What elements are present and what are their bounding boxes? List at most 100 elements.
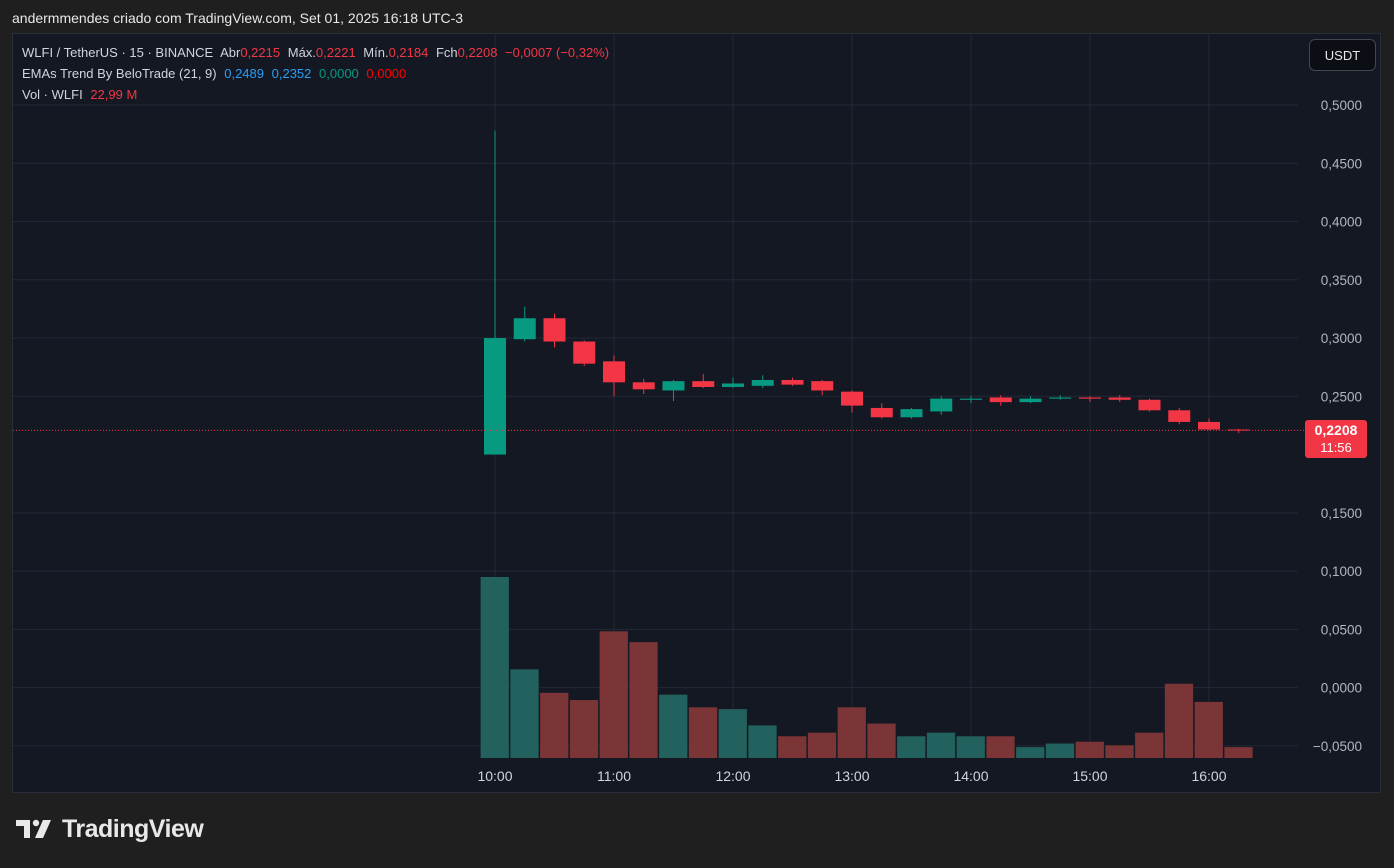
x-tick-label: 12:00 [715,768,750,784]
x-tick-label: 13:00 [834,768,869,784]
candle-body [632,382,655,390]
y-tick-label: 0,3000 [1321,331,1362,346]
candle-body [484,338,506,455]
volume-bar [1016,747,1045,758]
chart-caption: andermmendes criado com TradingView.com,… [12,10,464,26]
volume-bar [807,732,837,758]
ema-indicator-name[interactable]: EMAs Trend By BeloTrade (21, 9) [22,66,217,81]
tradingview-logo-text: TradingView [62,814,204,843]
y-tick-label: 0,1500 [1321,506,1362,521]
volume-bar [540,692,569,758]
symbol-label[interactable]: WLFI / TetherUS · 15 · BINANCE [22,45,214,60]
candle-body [841,391,863,406]
last-price-value: 0,2208 [1314,422,1358,439]
volume-bar [1105,745,1134,758]
volume-bar [629,642,658,758]
open-value: 0,2215 [240,45,281,60]
candle-body [603,361,625,383]
volume-bar [1194,701,1223,758]
candle-body [811,381,834,391]
volume-bar [956,736,985,758]
x-tick-label: 10:00 [477,768,512,784]
volume-bar [718,709,747,758]
candle-body [692,381,715,387]
ema-value-4: 0,0000 [366,66,407,81]
volume-indicator-name[interactable]: Vol · WLFI [22,87,83,102]
candle-body [1019,398,1042,403]
high-value: 0,2221 [315,45,356,60]
volume-bar [599,631,628,758]
volume-bar [897,736,926,758]
legend-row-volume[interactable]: Vol · WLFI 22,99 M [22,87,141,102]
currency-button[interactable]: USDT [1309,39,1376,71]
x-tick-label: 15:00 [1072,768,1107,784]
close-label: Fch [435,45,458,60]
y-tick-label: 0,0500 [1321,622,1362,637]
x-tick-label: 11:00 [597,768,631,784]
low-value: 0,2184 [388,45,429,60]
candle-body [573,341,596,364]
legend-row-symbol[interactable]: WLFI / TetherUS · 15 · BINANCE Abr0,2215… [22,45,613,60]
tradingview-logo-icon [14,814,54,844]
candle-body [781,379,804,385]
x-tick-label: 14:00 [953,768,988,784]
candle-layer [13,130,1306,455]
volume-bar [926,732,956,758]
candle-body [989,397,1012,403]
y-tick-label: 0,1000 [1321,564,1362,579]
candle-body [870,407,893,418]
volume-bar [1045,743,1075,758]
candle-body [662,381,685,391]
volume-bar [659,694,688,758]
candle-body [751,379,774,386]
candle-body [930,398,953,412]
tradingview-logo[interactable]: TradingView [14,814,204,844]
volume-bar [1224,747,1253,758]
change-value: −0,0007 (−0,32%) [505,45,610,60]
candle-body [1168,410,1191,422]
y-tick-label: 0,4000 [1321,215,1362,230]
volume-bar [778,736,807,758]
close-value: 0,2208 [457,45,498,60]
high-label: Máx. [287,45,316,60]
ema-value-2: 0,2352 [271,66,312,81]
y-tick-label: 0,2500 [1321,389,1362,404]
candle-body [1049,397,1072,399]
ema-value-3: 0,0000 [319,66,359,81]
y-tick-label: 0,3500 [1321,273,1362,288]
volume-bar [480,577,509,758]
last-price-tag: 0,2208 11:56 [1305,420,1367,459]
volume-bar [1075,741,1104,758]
bar-countdown: 11:56 [1320,440,1352,456]
volume-bar [986,736,1015,758]
candle-body [1079,397,1101,399]
y-tick-label: 0,0000 [1321,681,1362,696]
volume-bar [867,723,896,758]
volume-bar [688,707,718,758]
candle-body [1108,397,1131,400]
volume-bar [510,669,539,758]
candle-body [543,318,566,342]
candle-body [513,318,536,340]
candle-body [1138,399,1161,411]
volume-bar [748,725,777,758]
open-label: Abr [220,45,241,60]
candle-body [1227,429,1250,431]
candle-body [1198,421,1220,430]
volume-bar [1135,732,1164,758]
y-tick-label: 0,4500 [1321,156,1362,171]
chart-canvas[interactable]: 0,5000 0,4500 0,4000 0,3500 0,3000 0,2500 0,15… [13,34,1380,792]
x-tick-label: 16:00 [1191,768,1226,784]
candle-body [722,383,744,387]
volume-value: 22,99 M [90,87,138,102]
candle-body [960,398,982,400]
low-label: Mín. [363,45,389,60]
volume-layer [480,577,1253,758]
legend-row-ema[interactable]: EMAs Trend By BeloTrade (21, 9) 0,2489 0… [22,66,410,81]
volume-bar [1164,683,1194,758]
y-tick-label: −0,0500 [1313,739,1362,754]
axis-layer: 0,5000 0,4500 0,4000 0,3500 0,3000 0,2500 0,15… [477,98,1362,784]
volume-bar [837,707,866,758]
volume-bar [569,700,599,758]
chart-frame[interactable]: 0,5000 0,4500 0,4000 0,3500 0,3000 0,2500 0,15… [12,33,1381,793]
